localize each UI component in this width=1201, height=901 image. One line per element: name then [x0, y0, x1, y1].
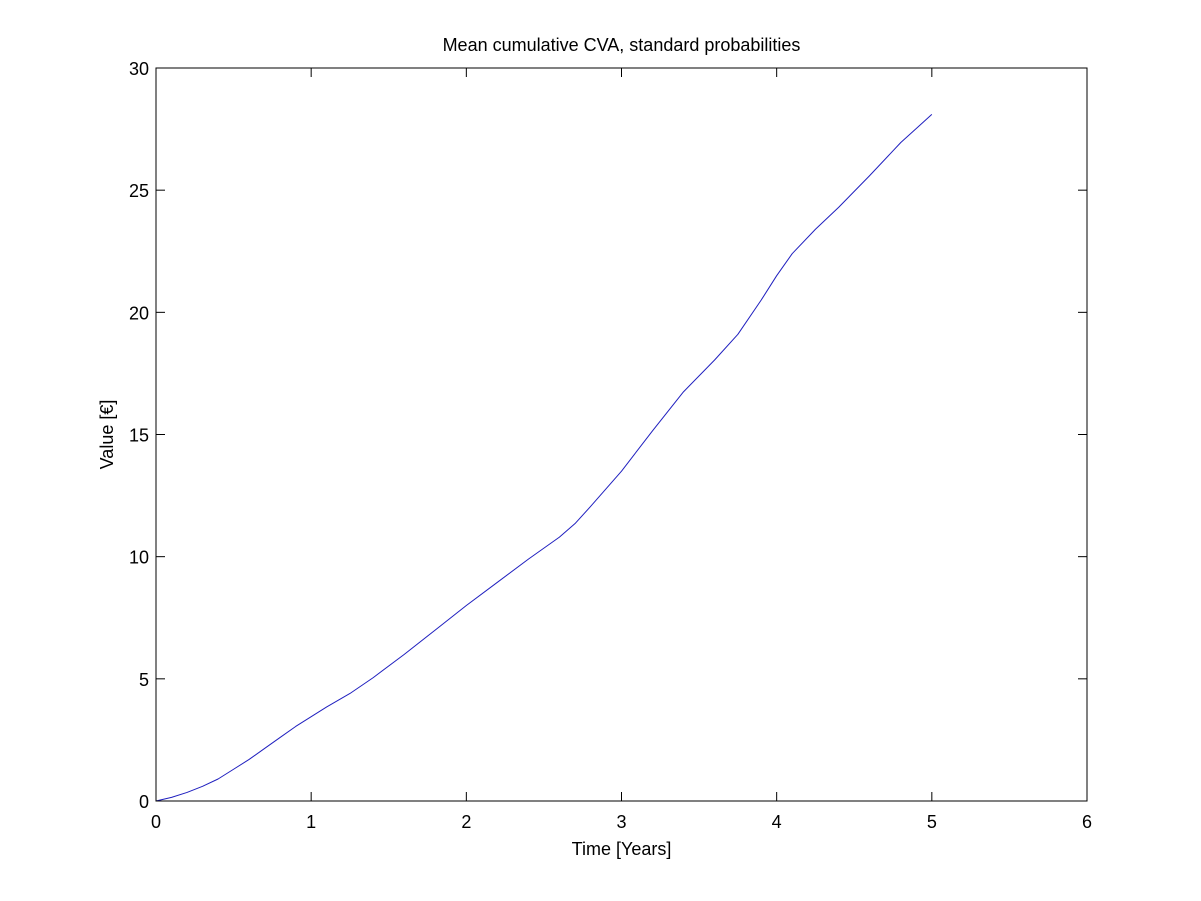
- y-axis-title: Value [€]: [97, 400, 117, 470]
- y-axis: 0 5 10 15 20 25 30: [129, 59, 1087, 812]
- y-tick-label: 10: [129, 548, 149, 568]
- x-tick-label: 3: [616, 812, 626, 832]
- x-tick-label: 2: [461, 812, 471, 832]
- x-axis: 0 1 2 3 4 5 6: [151, 68, 1092, 832]
- y-tick-label: 0: [139, 792, 149, 812]
- x-tick-label: 5: [927, 812, 937, 832]
- x-tick-label: 0: [151, 812, 161, 832]
- chart-title: Mean cumulative CVA, standard probabilit…: [443, 35, 801, 55]
- plot-area: [156, 68, 1087, 801]
- y-tick-label: 30: [129, 59, 149, 79]
- x-axis-title: Time [Years]: [572, 839, 672, 859]
- x-tick-label: 1: [306, 812, 316, 832]
- y-tick-label: 5: [139, 670, 149, 690]
- x-tick-label: 4: [772, 812, 782, 832]
- y-tick-label: 25: [129, 181, 149, 201]
- y-tick-label: 15: [129, 426, 149, 446]
- series-layer: [155, 114, 933, 802]
- x-tick-label: 6: [1082, 812, 1092, 832]
- series-line: [155, 114, 933, 802]
- y-tick-label: 20: [129, 303, 149, 323]
